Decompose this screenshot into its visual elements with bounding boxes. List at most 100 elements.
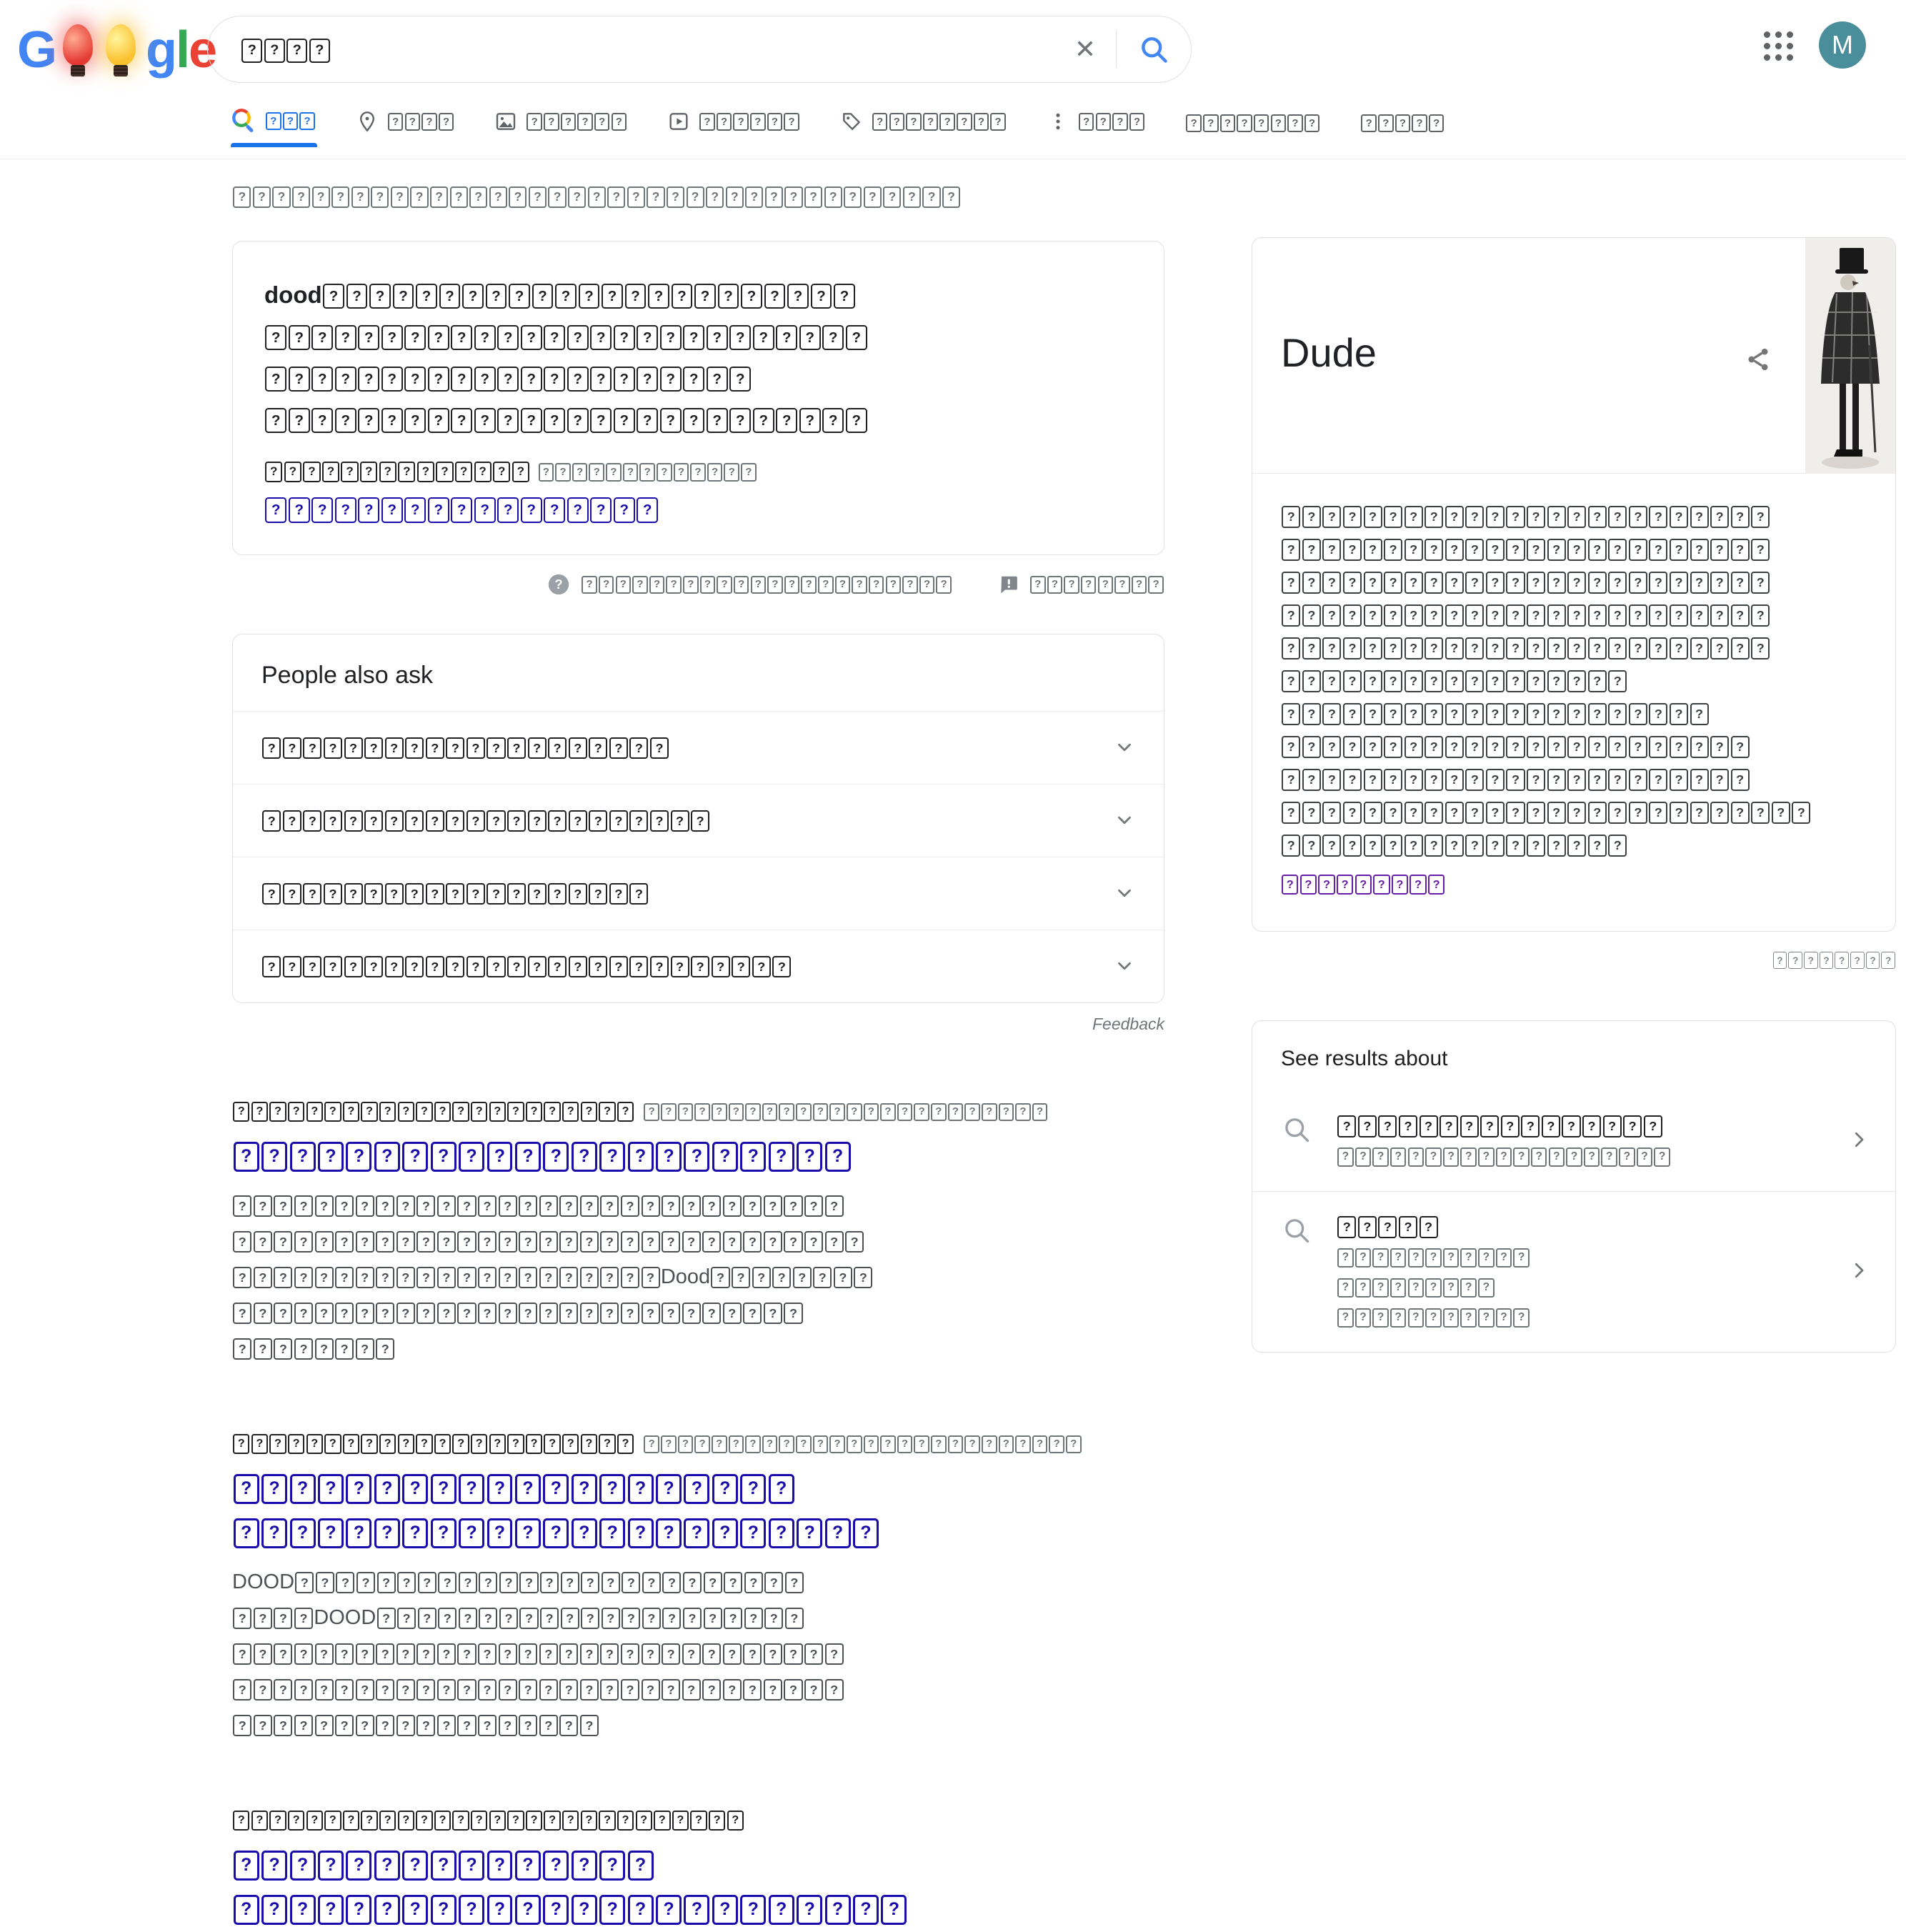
chevron-right-icon <box>1848 1260 1870 1285</box>
search-bar[interactable]: ???? ✕ <box>207 16 1192 83</box>
result-title-link[interactable]: ??????????????? ???????????????????????? <box>232 1842 1175 1931</box>
featured-snippet-card: dood??????????????????????? ????????????… <box>232 240 1164 555</box>
sra-item-subtitle: ??????????????????? <box>1337 1141 1841 1171</box>
video-icon <box>669 113 688 130</box>
about-featured-snippets[interactable]: ? ?????????????????????? <box>547 572 952 597</box>
chevron-down-icon[interactable] <box>1114 810 1135 831</box>
search-input[interactable]: ???? <box>241 36 1054 63</box>
knowledge-panel-image[interactable] <box>1805 238 1895 474</box>
result-url: ???????????????????????? <box>643 1102 1048 1122</box>
paa-question: ???????????????????? <box>261 736 1114 760</box>
tab-label: ?????? <box>526 111 627 131</box>
result-breadcrumb[interactable]: ?????????????????????? ?????????????????… <box>232 1432 1175 1454</box>
sra-item-title: ???????????????? <box>1337 1114 1663 1137</box>
search-result: ???????????????????????????? ???????????… <box>232 1808 1175 1931</box>
chevron-right-icon <box>1848 1129 1870 1154</box>
about-featured-snippets-label: ?????????????????????? <box>581 574 952 594</box>
paa-question: ?????????????????????? <box>261 809 1114 832</box>
snippet-feedback[interactable]: ???????? <box>998 574 1164 595</box>
help-circle-icon: ? <box>549 574 569 594</box>
image-icon <box>497 113 516 130</box>
snippet-text: ?????????????????????????? <box>264 316 1132 357</box>
tab-tools[interactable]: ????? <box>1360 113 1445 147</box>
snippet-source-date: ????????????? <box>538 462 757 482</box>
search-submit-button[interactable] <box>1117 34 1191 65</box>
result-site: ?????????????????????? <box>232 1100 634 1122</box>
search-tabs: ??? ???? ?????? ?????? ???????? <box>231 109 1445 147</box>
search-icon <box>1281 1215 1312 1250</box>
result-title-link[interactable]: ?????????????????????? <box>232 1133 1175 1177</box>
knowledge-panel-feedback-link[interactable]: ???????? <box>1252 950 1896 969</box>
tab-label: ???? <box>1078 111 1146 131</box>
apps-grid-icon[interactable] <box>1762 29 1793 61</box>
result-description: ?????????????????????????????? ?????????… <box>232 1187 1175 1366</box>
tab-label: ???? <box>387 111 455 131</box>
knowledge-panel-source-link[interactable]: ????????? <box>1281 867 1867 900</box>
paa-question-row[interactable]: ?????????????????????? <box>233 783 1164 857</box>
tab-images[interactable]: ?????? <box>494 110 627 147</box>
snippet-text: ?????????????????????????? <box>264 399 1132 440</box>
paa-question-row[interactable]: ???????????????????? <box>233 710 1164 784</box>
snippet-source-link[interactable]: ????????????????? <box>264 495 1132 523</box>
search-icon <box>1142 37 1167 63</box>
see-results-about-title: See results about <box>1281 1047 1448 1070</box>
result-description: DOOD????????????????????????? ???? DOOD??… <box>232 1564 1175 1743</box>
result-breadcrumb[interactable]: ???????????????????????????? <box>232 1808 1175 1831</box>
chevron-down-icon[interactable] <box>1114 737 1135 758</box>
tab-settings[interactable]: ???????? <box>1185 113 1320 147</box>
result-site: ?????????????????????? <box>232 1432 634 1454</box>
chevron-down-icon[interactable] <box>1114 882 1135 904</box>
tab-all[interactable]: ??? <box>231 109 317 147</box>
search-result: ?????????????????????? ?????????????????… <box>232 1432 1175 1743</box>
feedback-flag-icon <box>1001 576 1017 594</box>
see-results-about-item[interactable]: ???????????????? ??????????????????? <box>1252 1091 1895 1191</box>
result-url: ?????????????????????????? <box>643 1434 1082 1454</box>
snippet-feedback-label: ???????? <box>1029 574 1164 594</box>
avatar[interactable]: M <box>1819 21 1866 69</box>
snippet-text: ????????????????????? <box>264 357 1132 399</box>
tab-label: ????? <box>1360 113 1445 133</box>
tag-icon <box>843 113 860 130</box>
tab-videos[interactable]: ?????? <box>667 110 800 147</box>
knowledge-panel-description: ???????????????????????? ???????????????… <box>1252 474 1895 931</box>
header: G g l e ???? ✕ M <box>0 0 1906 100</box>
paa-question-row[interactable]: ??????????????????? <box>233 856 1164 930</box>
tab-label: ?????? <box>699 111 800 131</box>
clear-icon[interactable]: ✕ <box>1074 34 1096 64</box>
result-breadcrumb[interactable]: ?????????????????????? ?????????????????… <box>232 1100 1175 1122</box>
location-pin-icon <box>359 111 374 132</box>
tab-label: ???????? <box>872 111 1007 131</box>
knowledge-panel: Dude <box>1252 237 1896 932</box>
search-icon <box>232 109 256 134</box>
search-result: ?????????????????????? ?????????????????… <box>232 1100 1175 1366</box>
paa-question: ?????????????????????????? <box>261 955 1114 978</box>
tab-label: ??? <box>265 111 316 131</box>
sra-item-title: ????? <box>1337 1215 1439 1238</box>
logo-letter: G <box>17 21 57 79</box>
see-results-about-item[interactable]: ????? ??????????? ????????? ??????????? <box>1252 1191 1895 1352</box>
tab-label: ???????? <box>1185 113 1320 133</box>
people-also-ask-title: People also ask <box>261 661 434 689</box>
divider <box>1116 31 1117 68</box>
snippet-source-title: ?????????????? <box>264 460 530 482</box>
logo-letter: l <box>176 21 190 79</box>
share-icon[interactable] <box>1744 345 1772 377</box>
svg-text:?: ? <box>555 577 563 592</box>
chevron-down-icon[interactable] <box>1114 955 1135 977</box>
paa-question: ??????????????????? <box>261 882 1114 905</box>
christmas-bulb-red-icon <box>63 24 94 66</box>
paa-feedback-link[interactable]: Feedback <box>1092 1014 1164 1033</box>
paa-question-row[interactable]: ?????????????????????????? <box>233 929 1164 1002</box>
tab-more[interactable]: ???? <box>1047 110 1146 147</box>
result-title-link[interactable]: ???????????????????? ???????????????????… <box>232 1465 1175 1554</box>
result-stats: ????????????????????????????????????? <box>232 184 1175 208</box>
google-doodle-logo[interactable]: G g l e <box>17 13 217 87</box>
tab-shopping[interactable]: ???????? <box>840 110 1007 147</box>
search-icon <box>1281 1114 1312 1149</box>
christmas-bulb-yellow-icon <box>106 24 136 66</box>
logo-letter: g <box>146 21 177 79</box>
more-icon <box>1056 113 1060 130</box>
sra-item-subtitle: ??????????? ????????? ??????????? <box>1337 1242 1841 1332</box>
snippet-text: dood??????????????????????? <box>264 274 1132 316</box>
tab-maps[interactable]: ???? <box>356 110 455 147</box>
